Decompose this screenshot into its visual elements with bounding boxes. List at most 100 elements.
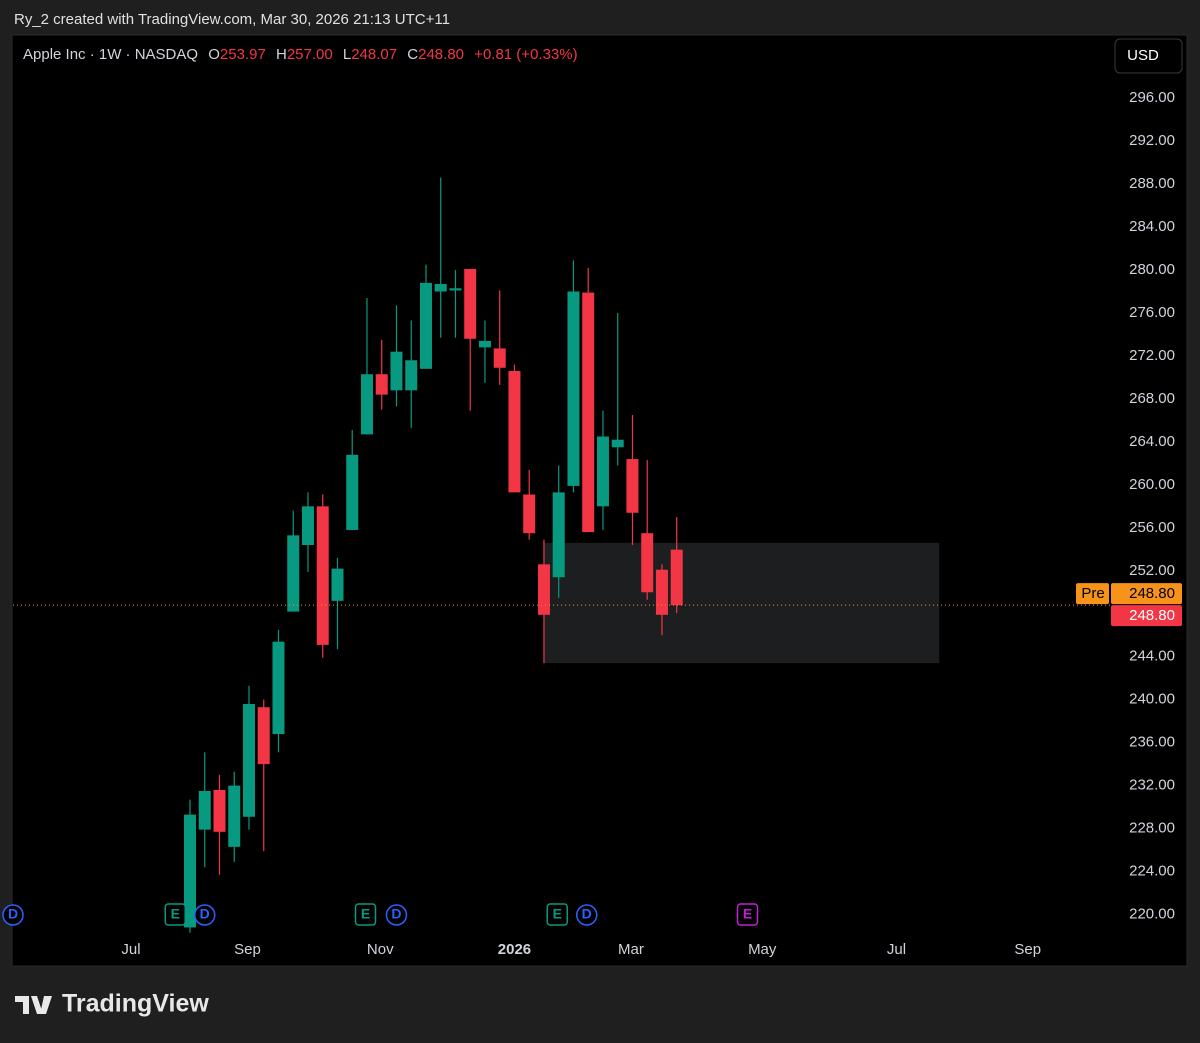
change: +0.81 (+0.33%): [474, 46, 577, 63]
body: [213, 789, 226, 832]
logo: TradingView: [15, 990, 209, 1018]
y-tick-label: 276.00: [1129, 304, 1175, 321]
body: [419, 282, 432, 369]
y-tick-label: 280.00: [1129, 261, 1175, 278]
body: [434, 283, 447, 292]
currency[interactable]: USD: [1127, 47, 1159, 64]
x-tick-label: Jul: [121, 941, 140, 958]
body: [257, 707, 270, 765]
body: [478, 340, 491, 348]
body: [390, 351, 403, 391]
body: [242, 703, 255, 817]
logo-text: TradingView: [62, 990, 209, 1018]
event-badge: [354, 903, 377, 926]
pre-tag: Pre: [1081, 585, 1104, 602]
x-tick-label: May: [748, 941, 777, 958]
body: [198, 790, 211, 830]
body: [508, 370, 521, 493]
body: [405, 360, 418, 391]
body: [464, 268, 477, 339]
l-label: L: [343, 46, 351, 63]
currency-button[interactable]: [1114, 38, 1183, 74]
body: [567, 291, 580, 486]
event-badge: [2, 904, 24, 926]
body: [611, 439, 624, 448]
symbol: Apple Inc · 1W · NASDAQ: [23, 46, 198, 63]
body: [228, 785, 241, 847]
y-tick-label: 268.00: [1129, 390, 1175, 407]
event: E: [354, 903, 377, 926]
y-tick-label: 292.00: [1129, 132, 1175, 149]
event-label: D: [582, 906, 592, 922]
body: [331, 568, 344, 601]
event: D: [385, 904, 408, 926]
event-badge: [575, 904, 598, 926]
c-label: C: [407, 46, 418, 63]
x-tick-label: Jul: [887, 941, 906, 958]
event-badge: [546, 903, 568, 926]
y-tick-label: 220.00: [1129, 905, 1175, 922]
x-tick-label: Mar: [618, 941, 644, 958]
c-value: 248.80: [418, 46, 464, 63]
event-label: D: [200, 906, 210, 922]
event: D: [2, 904, 24, 926]
body: [287, 535, 300, 612]
body: [272, 641, 285, 735]
l-value: 248.07: [351, 46, 397, 63]
event-label: E: [171, 906, 180, 922]
x-tick-label: Nov: [367, 941, 394, 958]
body: [316, 506, 329, 645]
event-label: D: [391, 906, 401, 922]
y-tick-label: 296.00: [1129, 89, 1175, 106]
pre-price-bg: [1111, 583, 1182, 605]
body: [537, 564, 550, 615]
body: [582, 292, 595, 533]
event-badge: [736, 903, 759, 926]
x-tick-label: Sep: [234, 941, 261, 958]
body: [670, 549, 683, 606]
h-label: H: [276, 46, 287, 63]
event: D: [575, 904, 598, 926]
event-label: E: [743, 906, 752, 922]
last-price: 248.80: [1129, 607, 1175, 624]
event-badge: [193, 904, 216, 926]
event-badge: [164, 903, 186, 926]
o-value: 253.97: [220, 46, 266, 63]
body: [449, 288, 462, 291]
credit: Ry_2 created with TradingView.com, Mar 3…: [14, 11, 450, 28]
y-tick-label: 228.00: [1129, 820, 1175, 837]
logo-mark: [15, 996, 52, 1014]
body: [626, 459, 639, 513]
y-tick-label: 252.00: [1129, 562, 1175, 579]
body: [493, 348, 506, 368]
event-badge: [385, 904, 408, 926]
body: [301, 506, 314, 546]
y-tick-label: 236.00: [1129, 734, 1175, 751]
event: E: [546, 903, 568, 926]
pre-tag-bg: [1076, 583, 1109, 605]
body: [183, 814, 196, 928]
event-label: E: [553, 906, 562, 922]
y-tick-label: 264.00: [1129, 433, 1175, 450]
event-label: E: [361, 906, 370, 922]
body: [375, 374, 388, 395]
y-tick-label: 284.00: [1129, 218, 1175, 235]
last-price-bg: [1111, 605, 1182, 627]
x-tick-label: Sep: [1014, 941, 1041, 958]
body: [641, 533, 654, 593]
body: [346, 454, 359, 530]
pre-price: 248.80: [1129, 585, 1175, 602]
x-tick-label: 2026: [498, 941, 531, 958]
zone: [543, 542, 940, 664]
legend: Apple Inc · 1W · NASDAQ O253.97 H257.00 …: [23, 46, 578, 63]
h-value: 257.00: [287, 46, 333, 63]
body: [596, 436, 609, 507]
event: E: [736, 903, 759, 926]
plot: [183, 177, 940, 933]
event: E: [164, 903, 186, 926]
y-tick-label: 256.00: [1129, 519, 1175, 536]
y-tick-label: 232.00: [1129, 777, 1175, 794]
y-tick-label: 240.00: [1129, 691, 1175, 708]
y-tick-label: 244.00: [1129, 648, 1175, 665]
